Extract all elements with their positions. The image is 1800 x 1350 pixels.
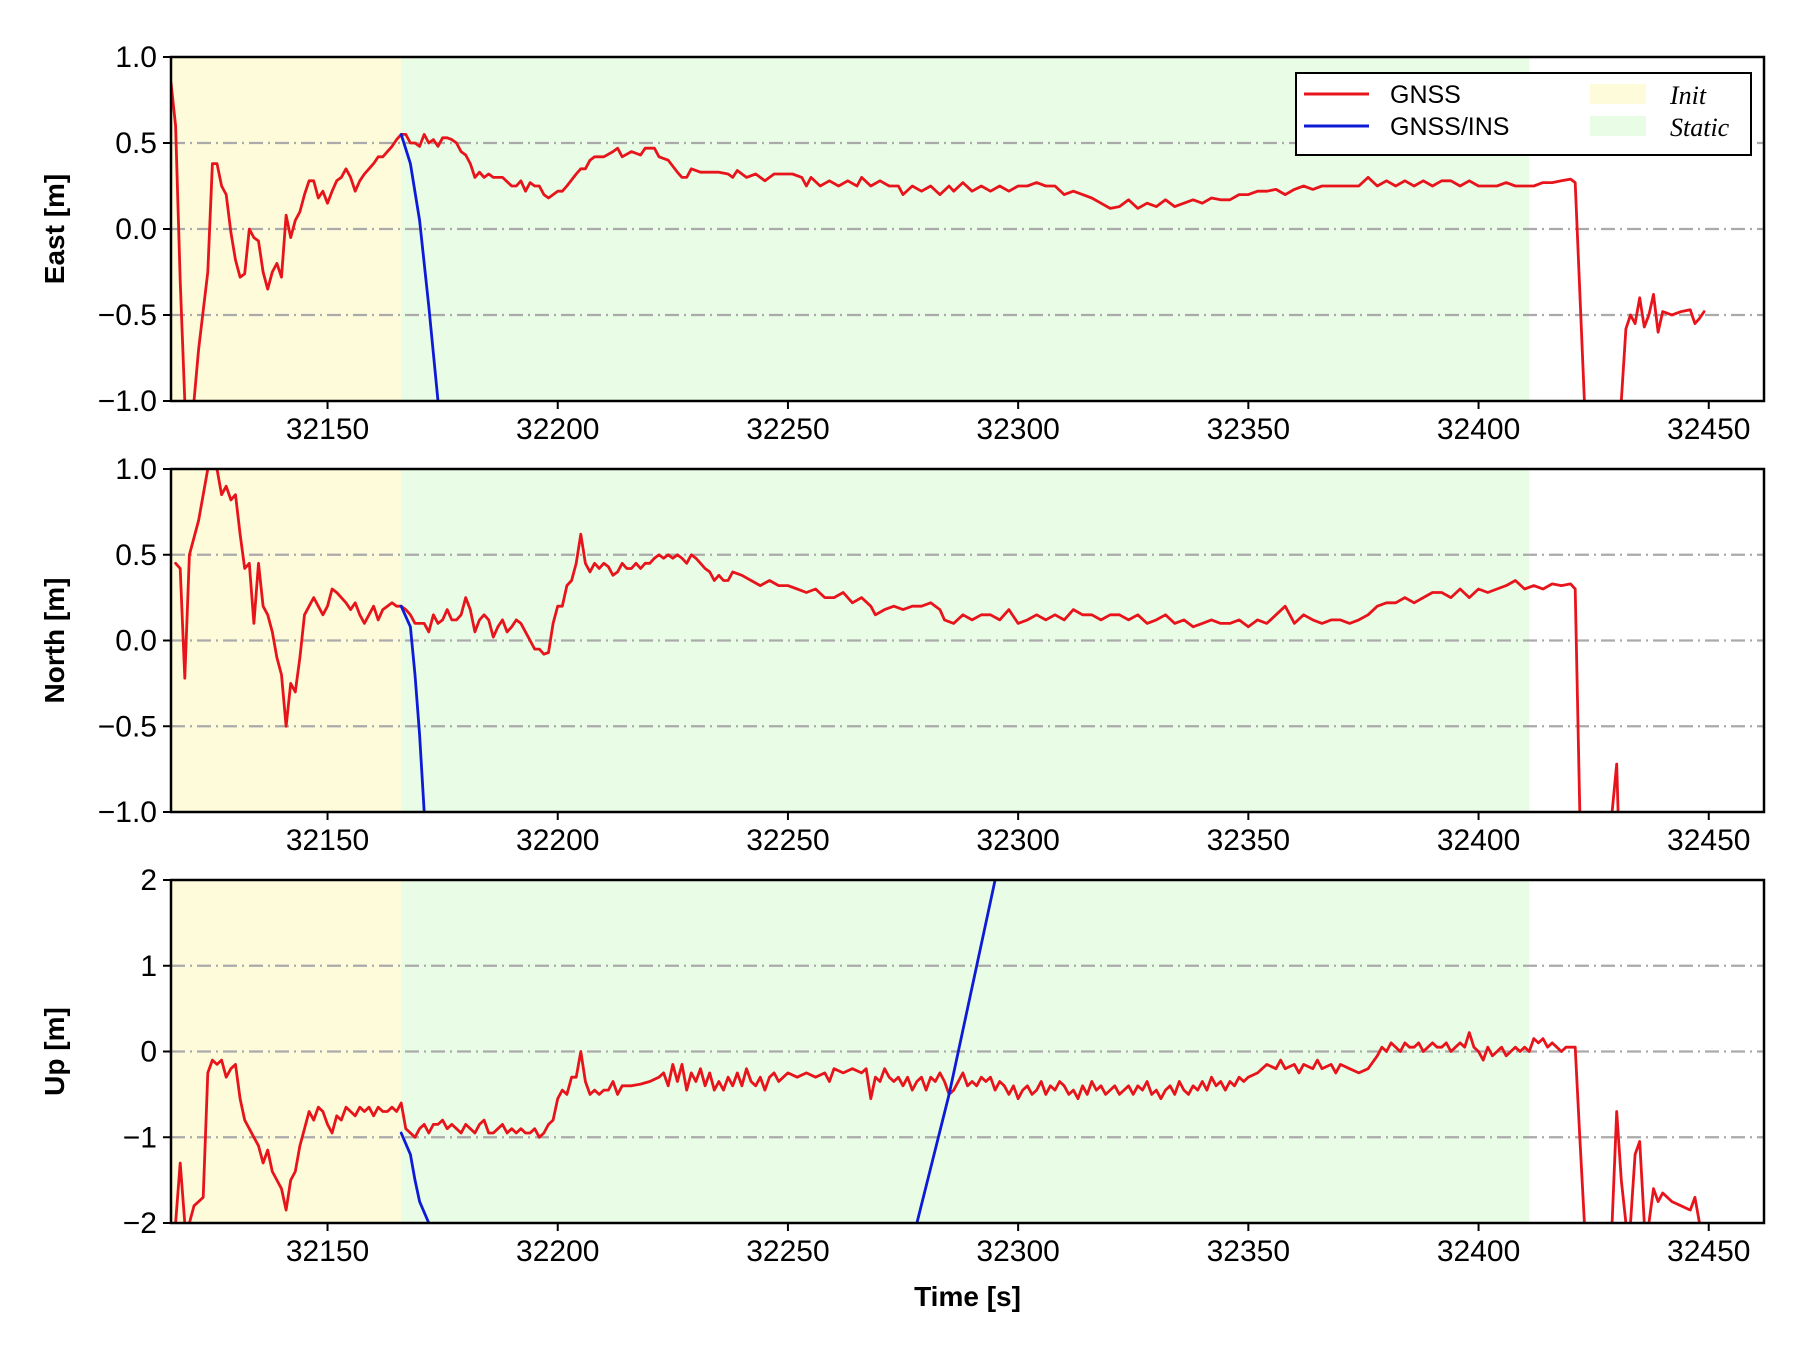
legend-swatch-init: [1590, 84, 1646, 104]
x-tick-label: 32400: [1437, 1235, 1520, 1268]
y-tick-label: 0.5: [115, 539, 157, 572]
x-tick-label: 32350: [1207, 413, 1290, 446]
series-gnss-line: [171, 81, 187, 401]
y-tick-label: 1.0: [115, 453, 157, 486]
y-axis-label: East [m]: [39, 174, 70, 284]
series-gnss-line: [1647, 1187, 1701, 1223]
series-gnss-ins-line: [399, 1131, 431, 1223]
y-tick-label: −1.0: [98, 385, 157, 418]
x-tick-label: 32200: [516, 1235, 599, 1268]
y-tick-label: 2: [140, 864, 157, 897]
x-tick-label: 32450: [1667, 413, 1750, 446]
x-tick-label: 32450: [1667, 824, 1750, 857]
x-tick-label: 32150: [286, 1235, 369, 1268]
x-tick-label: 32250: [746, 413, 829, 446]
chart-panels: 32150 32200 32250 32300 32350 32400 32450 −1.0 −…: [39, 41, 1766, 1312]
series-gnss-line: [1619, 292, 1706, 401]
y-tick-label: 1.0: [115, 41, 157, 74]
series-layer: [174, 880, 1701, 1223]
legend-label-gnss-ins: GNSS/INS: [1390, 113, 1509, 141]
x-tick-label: 32150: [286, 824, 369, 857]
series-gnss-line: [1610, 1110, 1628, 1223]
y-tick-label: −0.5: [98, 710, 157, 743]
x-tick-label: 32200: [516, 413, 599, 446]
x-tick-label: 32300: [976, 1235, 1059, 1268]
y-tick-label: 0.0: [115, 625, 157, 658]
series-layer: [171, 81, 1706, 401]
series-gnss-line: [215, 469, 1582, 812]
x-tick-label: 32400: [1437, 413, 1520, 446]
y-tick-label: 0.5: [115, 127, 157, 160]
series-gnss-line: [174, 1161, 187, 1223]
y-tick-label: −0.5: [98, 299, 157, 332]
series-gnss-line: [1610, 762, 1620, 812]
x-tick-label: 32400: [1437, 824, 1520, 857]
x-tick-label: 32150: [286, 413, 369, 446]
series-gnss-ins-line: [399, 604, 426, 812]
series-gnss-line: [174, 469, 210, 680]
x-tick-label: 32200: [516, 824, 599, 857]
legend-label-static: Static: [1670, 113, 1730, 142]
series-gnss-ins-line: [915, 880, 997, 1223]
legend-frame: [1295, 72, 1752, 156]
chart-legend: GNSS GNSS/INS Init Static: [1295, 72, 1752, 156]
y-axis-label: North [m]: [39, 578, 70, 704]
series-gnss-line: [1629, 1140, 1646, 1223]
legend-label-init: Init: [1669, 81, 1707, 110]
y-tick-label: 0: [140, 1036, 157, 1069]
x-tick-label: 32250: [746, 1235, 829, 1268]
x-tick-label: 32350: [1207, 1235, 1290, 1268]
x-tick-label: 32450: [1667, 1235, 1750, 1268]
y-tick-label: 0.0: [115, 213, 157, 246]
y-tick-label: 1: [140, 950, 157, 983]
panel-1: 32150 32200 32250 32300 32350 32400 32450 −1.0 −…: [39, 453, 1766, 857]
legend-label-gnss: GNSS: [1390, 81, 1461, 109]
x-tick-label: 32250: [746, 824, 829, 857]
legend-swatch-static: [1590, 116, 1646, 136]
x-tick-label: 32300: [976, 824, 1059, 857]
series-gnss-line: [187, 1031, 1586, 1223]
series-gnss-line: [192, 132, 1586, 401]
panel-2: 32150 32200 32250 32300 32350 32400 32450 −2 −1 0…: [39, 864, 1766, 1312]
y-tick-label: −2: [123, 1207, 157, 1240]
series-gnss-ins-line: [399, 132, 440, 401]
series-layer: [174, 469, 1620, 812]
y-axis-label: Up [m]: [39, 1007, 70, 1096]
x-tick-label: 32300: [976, 413, 1059, 446]
x-axis-label: Time [s]: [914, 1281, 1021, 1312]
y-tick-label: −1: [123, 1121, 157, 1154]
y-tick-label: −1.0: [98, 796, 157, 829]
x-tick-label: 32350: [1207, 824, 1290, 857]
